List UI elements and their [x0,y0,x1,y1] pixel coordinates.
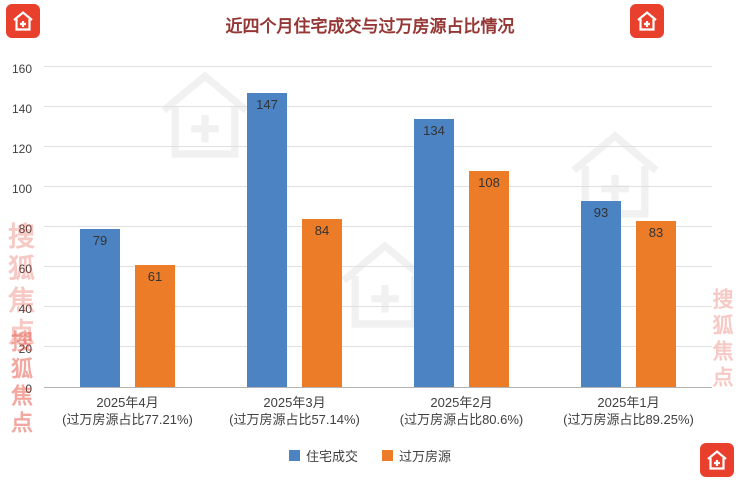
gridline [44,266,712,267]
sohu-focus-logo-top-right [630,4,664,38]
x-category-label: 2025年3月 [263,395,326,410]
bar-住宅成交: 147 [247,93,287,387]
house-icon [637,11,657,31]
house-icon [13,11,33,31]
gridline [44,106,712,107]
x-category-label: 2025年1月 [597,395,660,410]
gridline [44,146,712,147]
bar-group: 79 61 [44,68,211,387]
gridline [44,346,712,347]
bar-group: 147 84 [211,68,378,387]
legend-label: 住宅成交 [305,449,358,464]
bar-过万房源: 84 [302,219,342,387]
x-category: 2025年4月 (过万房源占比77.21%) [44,394,211,428]
y-axis: 0 20 40 60 80 100 120 140 160 [0,62,38,396]
bar-group: 134 108 [378,68,545,387]
bar-住宅成交: 79 [80,229,120,387]
x-category: 2025年2月 (过万房源占比80.6%) [378,394,545,428]
watermark-brand-left-bottom: 搜狐焦点 [8,330,33,438]
watermark-house-icon [341,241,429,328]
gridline [44,186,712,187]
bar-过万房源: 83 [636,221,676,387]
bar-value-label: 93 [593,205,609,220]
legend-label: 过万房源 [399,449,452,464]
y-tick-label: 60 [18,262,32,276]
house-icon [707,450,727,470]
bar-value-label: 79 [92,233,108,248]
x-category-sublabel: (过万房源占比89.25%) [563,412,694,427]
bar-住宅成交: 93 [581,201,621,387]
y-tick-label: 160 [11,62,32,76]
bar-value-label: 108 [478,175,500,190]
bar-value-label: 83 [648,225,664,240]
bar-住宅成交: 134 [414,119,454,387]
bar-value-label: 147 [256,97,278,112]
legend-swatch [288,450,300,461]
sohu-focus-logo-top-left [6,4,40,38]
y-tick-label: 0 [25,382,32,396]
bar-group: 93 83 [545,68,712,387]
bar-value-label: 134 [423,123,445,138]
gridline [44,306,712,307]
bar-value-label: 84 [314,223,330,238]
bar-过万房源: 61 [135,265,175,387]
x-category-label: 2025年4月 [96,395,159,410]
legend-swatch [382,450,393,461]
bar-groups: 79 61 147 84 134 108 93 83 [44,68,712,387]
y-tick-label: 40 [18,302,32,316]
gridline [44,226,712,227]
y-tick-label: 80 [18,222,32,236]
legend-item: 过万房源 [382,446,451,465]
x-category-label: 2025年2月 [430,395,493,410]
legend-item: 住宅成交 [288,446,358,465]
x-category: 2025年1月 (过万房源占比89.25%) [545,394,712,428]
x-category-sublabel: (过万房源占比80.6%) [399,412,524,427]
x-category-sublabel: (过万房源占比57.14%) [229,412,360,427]
y-tick-label: 120 [11,142,32,156]
y-tick-label: 20 [18,342,32,356]
plot-area: 79 61 147 84 134 108 93 83 [44,66,712,388]
x-category: 2025年3月 (过万房源占比57.14%) [211,394,378,428]
watermark-house-icon [161,71,249,158]
chart-title: 近四个月住宅成交与过万房源占比情况 [225,17,515,36]
y-tick-label: 140 [11,102,32,116]
y-tick-label: 100 [11,182,32,196]
legend: 住宅成交 过万房源 [0,446,740,465]
x-category-sublabel: (过万房源占比77.21%) [62,412,193,427]
watermark-brand-left: 搜狐焦点 [4,222,34,350]
bar-过万房源: 108 [469,171,509,387]
watermark-brand-right: 搜狐焦点 [710,288,733,392]
sohu-focus-logo-bottom-right [700,443,734,477]
bar-value-label: 61 [147,269,163,284]
gridline [44,66,712,67]
x-axis-labels: 2025年4月 (过万房源占比77.21%) 2025年3月 (过万房源占比57.14… [44,394,712,428]
